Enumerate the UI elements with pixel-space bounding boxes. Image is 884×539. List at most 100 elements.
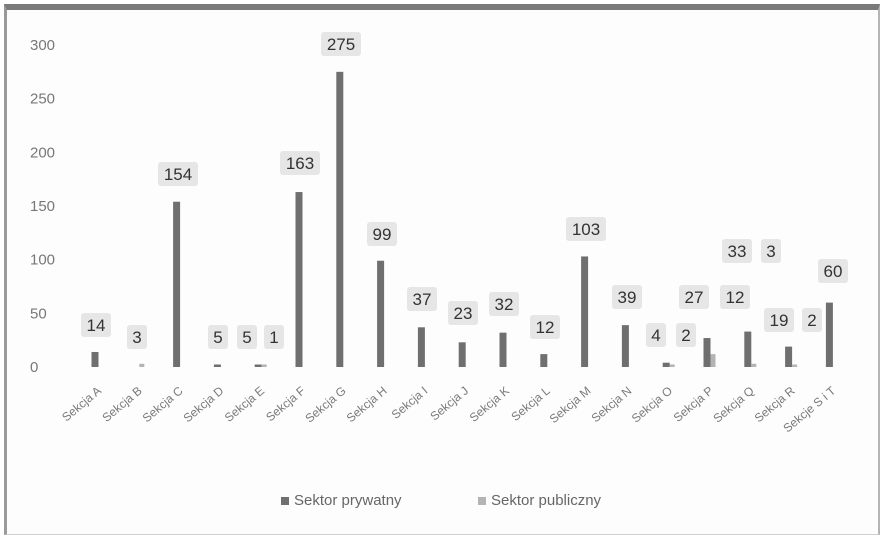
data-label: 2 [807,311,816,330]
data-label-bg [127,325,147,349]
data-label-bg [818,259,848,283]
bar-sektor-prywatny [254,364,262,367]
bar-sektor-prywatny [377,260,385,367]
data-label-bg [530,315,560,339]
data-label-bg [646,323,666,347]
bar-sektor-publiczny [139,363,145,367]
data-label: 154 [164,165,192,184]
bar-sektor-prywatny [458,342,466,367]
x-category-label: Sekcja F [263,384,308,425]
bar-sektor-prywatny [336,71,344,367]
x-category-label: Sekcja J [427,384,471,424]
data-label-bg [802,308,822,332]
data-label-bg [764,308,794,332]
x-category-label: Sekcja C [140,383,186,425]
data-label-bg [720,285,750,309]
bar-sektor-publiczny [792,364,798,367]
data-label: 33 [728,242,747,261]
data-label-bg [489,292,519,316]
bar-sektor-prywatny [540,354,548,367]
data-label: 32 [495,295,514,314]
data-label: 27 [685,288,704,307]
data-label: 60 [824,262,843,281]
bar-sektor-prywatny [825,302,833,367]
x-category-label: Sekcja I [389,384,431,422]
data-label: 163 [286,154,314,173]
bar-sektor-publiczny [710,354,716,367]
x-category-label: Sekcja G [302,384,348,426]
data-label: 99 [373,225,392,244]
data-label-bg [448,301,478,325]
data-label: 23 [454,304,473,323]
y-tick-label: 250 [30,91,55,108]
data-label-bg [237,325,257,349]
data-label-bg [679,285,709,309]
bar-sektor-publiczny [261,364,267,367]
data-label-bg [158,162,198,186]
data-label-bg [761,239,781,263]
bar-sektor-prywatny [417,327,425,367]
x-category-label: Sekcja A [59,384,104,425]
bar-sektor-prywatny [621,325,629,367]
data-label: 19 [770,311,789,330]
bar-sektor-prywatny [499,332,507,367]
bar-sektor-publiczny [751,363,757,367]
x-category-label: Sekcja L [508,383,553,424]
data-label: 3 [766,242,775,261]
bar-sektor-publiczny [669,364,675,367]
legend-swatch [478,497,486,505]
data-label: 5 [213,328,222,347]
data-label: 3 [132,328,141,347]
data-label: 2 [681,326,690,345]
data-label-bg [367,222,397,246]
data-label: 14 [87,316,106,335]
bar-sektor-prywatny [581,256,589,367]
legend-swatch [281,497,289,505]
data-label-bg [612,285,642,309]
y-tick-label: 150 [30,198,55,215]
x-category-label: Sekcja K [467,384,512,425]
x-category-label: Sekcja O [629,384,675,426]
x-category-label: Sekcja Q [710,384,756,426]
data-label: 4 [651,326,660,345]
data-label-bg [407,287,437,311]
data-label: 39 [618,288,637,307]
data-label-bg [566,217,606,241]
data-label-bg [208,325,228,349]
data-label-bg [321,32,361,56]
y-tick-label: 100 [30,252,55,269]
chart-frame [4,4,880,535]
bar-sektor-prywatny [785,346,793,367]
x-category-label: Sekcja E [222,384,267,425]
data-label: 275 [327,35,355,54]
bar-sektor-prywatny [295,192,303,367]
bar-sektor-prywatny [213,364,221,367]
bar-sektor-prywatny [703,338,711,367]
bar-sektor-prywatny [662,362,670,367]
x-category-label: Sekcja H [344,384,390,426]
x-category-label: Sekcja D [181,383,227,425]
x-category-label: Sekcja P [671,384,716,425]
y-tick-label: 50 [30,305,47,322]
data-label-bg [81,313,111,337]
data-label-bg [264,325,284,349]
data-label: 103 [572,220,600,239]
y-tick-label: 300 [30,37,55,54]
data-label: 37 [413,290,432,309]
x-category-label: Sekcja N [589,384,635,426]
data-label-bg [676,323,696,347]
bar-sektor-prywatny [173,201,181,367]
data-label: 12 [726,288,745,307]
data-label: 5 [242,328,251,347]
x-category-label: Sekcja B [99,384,144,425]
x-category-label: Sekcja M [547,384,594,426]
data-label: 12 [536,318,555,337]
y-tick-label: 0 [30,359,38,376]
legend-label: Sektor publiczny [491,492,602,509]
legend-label: Sektor prywatny [294,492,402,509]
data-label-bg [280,151,320,175]
data-label-bg [722,239,752,263]
bar-sektor-prywatny [744,331,752,367]
y-tick-label: 200 [30,144,55,161]
